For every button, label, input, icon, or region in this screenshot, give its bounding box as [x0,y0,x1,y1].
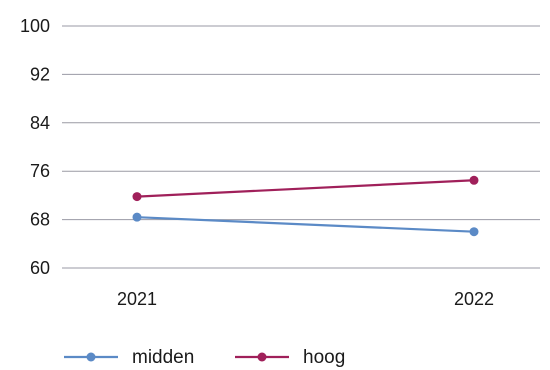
x-axis-ticks: 2021 2022 [117,289,494,309]
series-line-hoog [136,179,475,198]
series-group [132,175,479,237]
legend-marker-hoog [257,352,267,362]
data-point-hoog-2021 [132,192,142,202]
legend: midden hoog [64,347,345,368]
legend-label-hoog: hoog [303,347,345,368]
x-tick-label: 2022 [454,289,494,309]
y-tick-label: 76 [30,161,50,181]
y-tick-label: 84 [30,113,50,133]
y-axis-ticks: 60 68 76 84 92 100 [20,16,50,278]
data-point-midden-2022 [469,227,479,237]
y-tick-label: 68 [30,210,50,230]
legend-marker-midden [86,352,96,362]
y-tick-label: 60 [30,258,50,278]
data-point-midden-2021 [132,212,142,222]
y-tick-label: 100 [20,16,50,36]
gridlines [62,25,540,269]
series-line-midden [136,216,475,233]
y-tick-label: 92 [30,64,50,84]
x-tick-label: 2021 [117,289,157,309]
data-point-hoog-2022 [469,175,479,185]
legend-label-midden: midden [132,347,194,368]
